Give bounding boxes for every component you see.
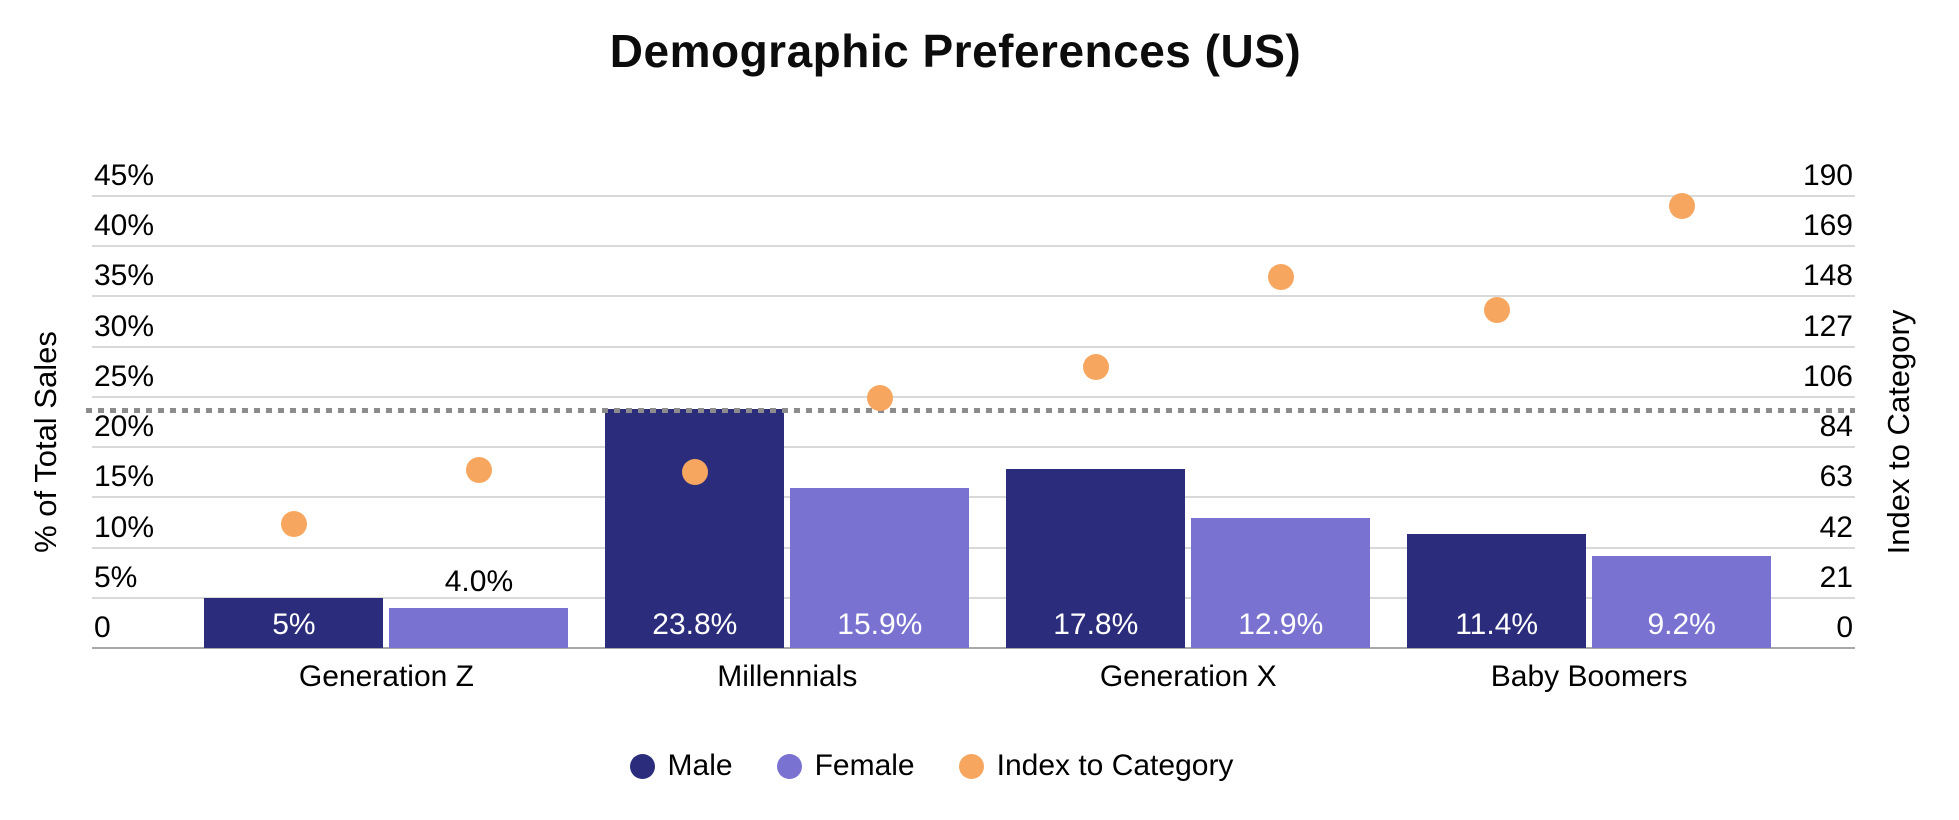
gridline-45 <box>92 195 1855 197</box>
y-axis-left-title: % of Total Sales <box>28 331 63 553</box>
index-dot-female-generation-x <box>1267 263 1294 290</box>
bar-label-male-generation-x: 17.8% <box>1053 608 1139 641</box>
index-dot-male-millennials <box>681 458 708 485</box>
gridline-20 <box>92 446 1855 449</box>
gridline-35 <box>92 295 1855 298</box>
plot-area: 45% 190 40% 169 35% 148 30% 127 25% 106 20% 84 15% 63… <box>86 159 1855 693</box>
y-axis-right-title: Index to Category <box>1881 309 1916 555</box>
y-axis-right-tick-21: 21 <box>1819 560 1853 594</box>
chart-title: Demographic Preferences (US) <box>609 25 1302 77</box>
y-axis-right-tick-63: 63 <box>1819 460 1853 494</box>
legend-item-female: Female <box>776 749 915 783</box>
gridline-25 <box>92 395 1855 398</box>
index-dot-female-baby-boomers <box>1668 192 1695 219</box>
y-axis-right-tick-169: 169 <box>1802 209 1853 243</box>
bar-label-male-baby-boomers: 11.4% <box>1455 608 1539 641</box>
legend: Male Female Index to Category <box>0 749 1911 783</box>
y-axis-left-tick-20: 20% <box>94 410 155 444</box>
gridline-15 <box>92 496 1855 499</box>
x-axis-label-generation-z: Generation Z <box>298 660 474 693</box>
gridline-10 <box>92 546 1855 549</box>
y-axis-left-tick-0: 0 <box>94 611 111 644</box>
x-axis-label-millennials: Millennials <box>717 660 858 693</box>
bar-label-female-generation-z: 4.0% <box>444 564 514 598</box>
legend-label-index-to-category: Index to Category <box>996 749 1234 782</box>
y-axis-right-tick-148: 148 <box>1802 259 1853 293</box>
bar-female-generation-x <box>1191 518 1371 648</box>
y-axis-right-tick-0: 0 <box>1836 611 1853 644</box>
bar-male-generation-x <box>1006 469 1186 648</box>
index-dot-male-generation-z <box>280 511 307 538</box>
x-axis-label-baby-boomers: Baby Boomers <box>1490 660 1688 693</box>
index-dot-female-millennials <box>866 385 893 412</box>
x-axis-label-generation-x: Generation X <box>1099 660 1277 693</box>
index-dot-male-baby-boomers <box>1483 297 1510 324</box>
y-axis-right-tick-106: 106 <box>1802 359 1853 393</box>
y-axis-left-tick-5: 5% <box>94 560 138 594</box>
index-dot-female-generation-z <box>465 456 492 483</box>
gridline-0 <box>92 647 1855 649</box>
bar-label-male-generation-z: 5% <box>272 608 316 641</box>
index-dot-male-generation-x <box>1082 354 1109 381</box>
legend-label-female: Female <box>814 749 915 782</box>
y-axis-right-tick-127: 127 <box>1802 309 1853 343</box>
y-axis-left-tick-15: 15% <box>94 460 155 494</box>
legend-item-male: Male <box>629 749 733 783</box>
y-axis-left-tick-10: 10% <box>94 510 155 544</box>
bar-label-female-baby-boomers: 9.2% <box>1647 608 1716 641</box>
legend-label-male: Male <box>667 749 733 782</box>
bar-label-female-generation-x: 12.9% <box>1238 608 1324 641</box>
legend-marker-index-to-category-icon <box>958 753 984 779</box>
bar-female-baby-boomers <box>1592 555 1772 648</box>
legend-marker-male-icon <box>629 753 655 779</box>
bar-male-millennials <box>605 408 785 648</box>
legend-marker-female-icon <box>776 753 802 779</box>
y-axis-left-tick-30: 30% <box>94 309 155 343</box>
y-axis-right-tick-190: 190 <box>1802 159 1853 192</box>
bar-male-generation-z <box>204 597 384 648</box>
y-axis-left-tick-45: 45% <box>94 159 155 192</box>
bar-female-generation-z <box>389 607 569 648</box>
gridline-5 <box>92 596 1855 599</box>
bar-label-male-millennials: 23.8% <box>652 608 738 641</box>
y-axis-left-tick-25: 25% <box>94 359 155 393</box>
y-axis-left-tick-35: 35% <box>94 259 155 293</box>
legend-item-index-to-category: Index to Category <box>958 749 1234 783</box>
bar-label-female-millennials: 15.9% <box>837 608 923 641</box>
bar-male-baby-boomers <box>1407 533 1587 648</box>
gridline-40 <box>92 245 1855 248</box>
reference-line-index-100 <box>86 408 1855 414</box>
gridline-30 <box>92 345 1855 348</box>
y-axis-right-tick-84: 84 <box>1819 410 1853 444</box>
y-axis-right-tick-42: 42 <box>1819 510 1853 544</box>
y-axis-left-tick-40: 40% <box>94 209 155 243</box>
bar-female-millennials <box>790 488 970 648</box>
